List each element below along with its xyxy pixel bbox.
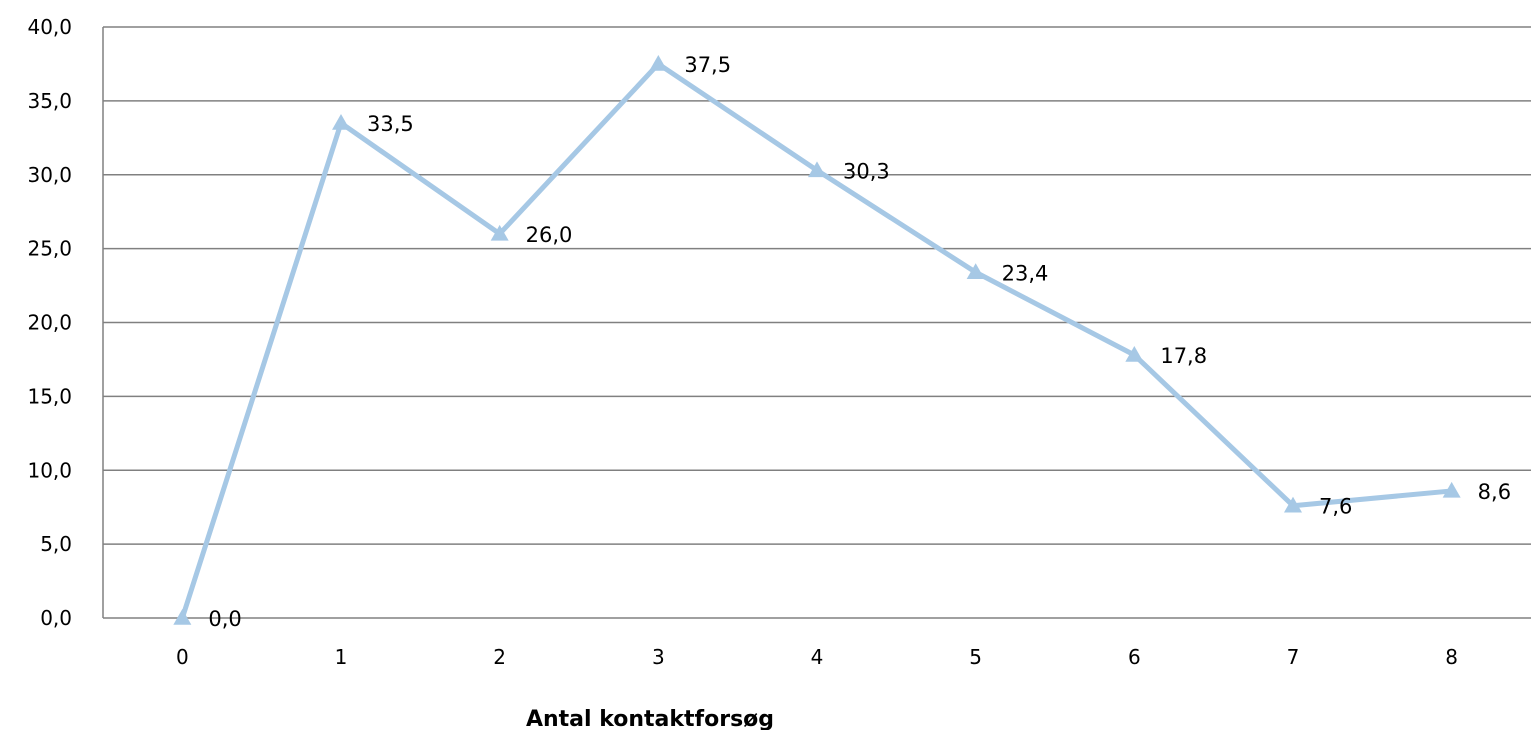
x-axis-title: Antal kontaktforsøg xyxy=(526,707,774,730)
y-tick-label: 20,0 xyxy=(27,311,72,335)
y-tick-label: 5,0 xyxy=(40,532,72,556)
x-tick-labels: 0 1 2 3 4 5 6 7 8 xyxy=(176,645,1458,669)
data-point-marker xyxy=(966,263,985,280)
data-point-marker xyxy=(1125,346,1144,362)
y-tick-label: 30,0 xyxy=(27,163,72,187)
y-tick-label: 25,0 xyxy=(27,237,72,261)
y-tick-label: 40,0 xyxy=(27,15,72,39)
x-tick-label: 3 xyxy=(652,645,665,669)
y-tick-label: 15,0 xyxy=(27,384,72,408)
data-label: 8,6 xyxy=(1478,480,1511,504)
series-layer xyxy=(173,54,1461,625)
x-tick-label: 4 xyxy=(811,645,824,669)
x-tick-label: 5 xyxy=(969,645,982,669)
data-point-marker xyxy=(808,161,826,178)
x-tick-label: 0 xyxy=(176,645,189,669)
x-tick-label: 6 xyxy=(1128,645,1141,669)
series-line xyxy=(179,61,1452,619)
data-label: 23,4 xyxy=(1002,261,1049,285)
x-tick-label: 8 xyxy=(1445,645,1458,669)
data-point-marker xyxy=(173,609,192,625)
x-tick-label: 7 xyxy=(1287,645,1300,669)
data-label: 26,0 xyxy=(526,223,573,247)
x-tick-label: 1 xyxy=(335,645,348,669)
data-label: 33,5 xyxy=(367,112,414,136)
data-label: 30,3 xyxy=(843,159,890,183)
data-point-marker xyxy=(1442,481,1461,498)
data-label: 7,6 xyxy=(1319,495,1352,519)
data-labels: 0,0 33,5 26,0 37,5 30,3 23,4 17,8 7,6 8,6 xyxy=(208,53,1511,631)
data-label: 37,5 xyxy=(684,53,731,77)
y-tick-label: 10,0 xyxy=(27,458,72,482)
data-point-marker xyxy=(490,224,509,241)
y-tick-labels: 0,0 5,0 10,0 15,0 20,0 25,0 30,0 35,0 40,0 xyxy=(27,15,72,630)
data-point-marker xyxy=(332,114,350,130)
data-point-marker xyxy=(1284,496,1302,513)
y-tick-label: 35,0 xyxy=(27,89,72,113)
data-label: 17,8 xyxy=(1160,344,1207,368)
y-tick-label: 0,0 xyxy=(40,606,72,630)
gridlines xyxy=(103,26,1531,619)
x-tick-label: 2 xyxy=(493,645,506,669)
data-point-marker xyxy=(649,54,668,71)
data-label: 0,0 xyxy=(208,607,241,631)
